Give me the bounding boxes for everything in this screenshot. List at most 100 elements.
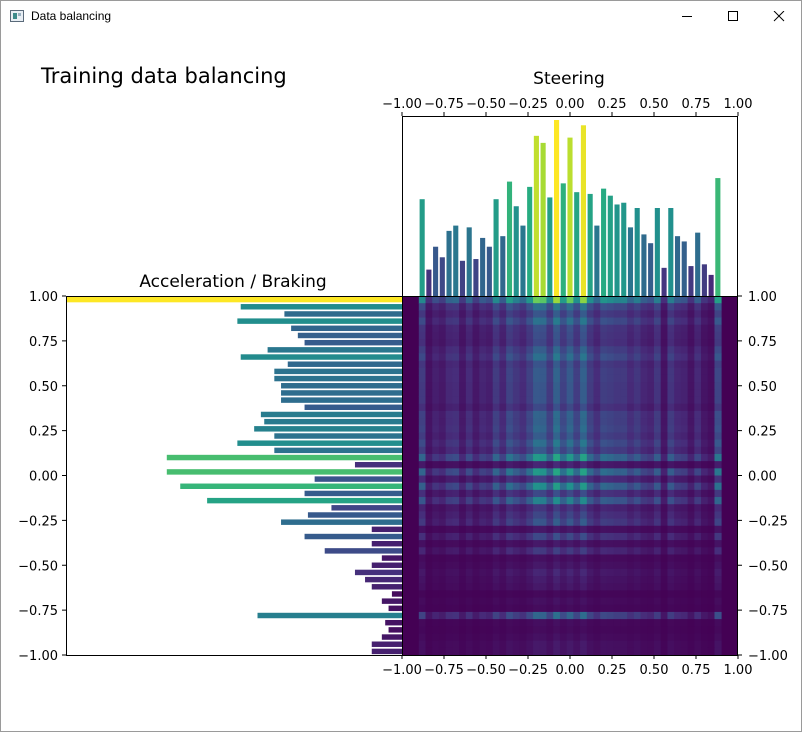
heatmap-cell: [539, 540, 547, 548]
heatmap-cell: [512, 296, 520, 304]
heatmap-cell: [533, 540, 541, 548]
heatmap-cell: [620, 439, 628, 448]
heatmap-cell: [539, 489, 547, 498]
steering-bar: [426, 269, 432, 296]
heatmap-cell: [553, 403, 561, 412]
heatmap-cell: [533, 296, 541, 304]
heatmap-cell: [465, 604, 473, 613]
steering-bar: [654, 208, 660, 296]
heatmap-cell: [674, 597, 682, 606]
heatmap-cell: [418, 296, 426, 304]
title-bar[interactable]: Data balancing: [1, 1, 801, 32]
heatmap-cell: [660, 425, 668, 433]
heatmap-cell: [613, 353, 621, 362]
heatmap-cell: [714, 382, 722, 390]
heatmap-y-tick-label: 0.00: [748, 470, 777, 485]
heatmap-cell: [546, 339, 554, 347]
heatmap-cell: [573, 583, 581, 591]
heatmap-cell: [667, 360, 675, 369]
heatmap-cell: [627, 518, 635, 527]
heatmap-cell: [633, 482, 641, 491]
heatmap-cell: [472, 418, 480, 426]
heatmap-cell: [459, 461, 467, 469]
heatmap-cell: [559, 482, 568, 491]
heatmap-cell: [667, 482, 675, 491]
heatmap-cell: [640, 339, 648, 347]
heatmap-y-tick-label: 0.25: [748, 425, 777, 440]
heatmap-cell: [492, 497, 500, 505]
heatmap-cell: [533, 418, 541, 426]
heatmap-cell: [593, 339, 601, 347]
heatmap-cell: [687, 489, 695, 498]
heatmap-cell: [633, 540, 641, 548]
heatmap-cell: [486, 504, 494, 512]
heatmap-cell: [647, 303, 655, 311]
heatmap-cell: [553, 497, 561, 505]
maximize-button[interactable]: [710, 1, 756, 32]
heatmap-cell: [472, 590, 480, 598]
heatmap-cell: [580, 511, 588, 519]
steering-bar: [580, 125, 586, 296]
heatmap-cell: [546, 453, 554, 462]
heatmap-cell: [640, 554, 648, 563]
heatmap-cell: [694, 367, 702, 376]
heatmap-cell: [519, 576, 527, 584]
heatmap-cell: [526, 453, 534, 462]
heatmap-cell: [633, 561, 641, 570]
heatmap-cell: [479, 317, 487, 326]
heatmap-cell: [674, 396, 682, 405]
heatmap-cell: [465, 331, 473, 340]
heatmap-cell: [687, 590, 695, 598]
heatmap-cell: [593, 439, 601, 448]
heatmap-cell: [559, 518, 568, 527]
heatmap-cell: [701, 353, 709, 362]
heatmap-cell: [606, 396, 615, 405]
heatmap-cell: [701, 511, 709, 519]
heatmap-cell: [432, 497, 440, 505]
acceleration-bar: [354, 462, 402, 468]
heatmap-cell: [633, 389, 641, 397]
heatmap-cell: [640, 532, 648, 541]
heatmap-cell: [425, 525, 433, 534]
heatmap-cell: [600, 540, 608, 548]
heatmap-cell: [559, 611, 568, 620]
heatmap-cell: [580, 590, 588, 598]
heatmap-cell: [674, 619, 682, 627]
heatmap-cell: [533, 396, 541, 405]
heatmap-cell: [633, 604, 641, 613]
heatmap-cell: [606, 410, 615, 419]
heatmap-cell: [674, 446, 682, 455]
heatmap-cell: [580, 540, 588, 548]
heatmap-cell: [707, 374, 715, 383]
heatmap-cell: [606, 511, 615, 519]
heatmap-cell: [613, 611, 621, 620]
acceleration-bar: [314, 476, 402, 482]
steering-bar: [513, 206, 519, 296]
heatmap-cell: [459, 511, 467, 519]
close-button[interactable]: [756, 1, 802, 32]
heatmap-cell: [559, 511, 568, 519]
heatmap-cell: [593, 511, 601, 519]
heatmap-cell: [499, 360, 507, 369]
heatmap-cell: [512, 360, 520, 369]
acceleration-bar: [281, 519, 402, 525]
heatmap-cell: [600, 453, 608, 462]
heatmap-cell: [606, 468, 615, 476]
heatmap-cell: [573, 475, 581, 484]
heatmap-cell: [499, 425, 507, 433]
heatmap-cell: [553, 461, 561, 469]
heatmap-cell: [674, 425, 682, 433]
heatmap-cell: [438, 497, 447, 505]
heatmap-cell: [660, 611, 668, 620]
heatmap-cell: [526, 540, 534, 548]
minimize-button[interactable]: [664, 1, 710, 32]
heatmap-cell: [559, 432, 568, 440]
heatmap-cell: [418, 403, 426, 412]
heatmap-cell: [620, 303, 628, 311]
heatmap-cell: [640, 374, 648, 383]
heatmap-cell: [593, 619, 601, 627]
heatmap-cell: [425, 317, 433, 326]
heatmap-cell: [647, 590, 655, 598]
heatmap-cell: [667, 382, 675, 390]
heatmap-cell: [486, 346, 494, 354]
